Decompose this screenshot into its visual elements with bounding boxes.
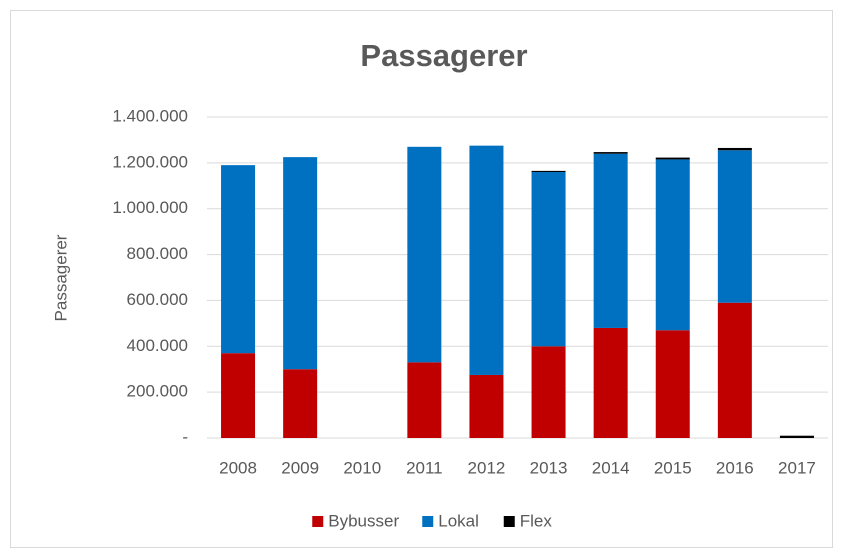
y-tick-label: 400.000: [127, 336, 188, 355]
bar-segment: [221, 165, 256, 354]
x-tick-label: 2013: [530, 458, 568, 477]
x-tick-label: 2015: [654, 458, 692, 477]
x-tick-label: 2014: [592, 458, 630, 477]
bar-segment: [655, 330, 690, 438]
bar-segment: [407, 146, 442, 363]
bar-segment: [221, 353, 256, 438]
bar-segment: [469, 374, 504, 438]
bar-segment: [655, 159, 690, 331]
bar-segment: [531, 346, 566, 438]
y-tick-label: 800.000: [127, 244, 188, 263]
bar-segment: [593, 153, 628, 328]
bar-segment: [717, 147, 752, 151]
bar-segment: [655, 157, 690, 160]
chart-title: Passagerer: [360, 38, 527, 73]
legend-swatch: [422, 516, 434, 527]
bar-segment: [531, 170, 566, 173]
x-tick-label: 2017: [778, 458, 816, 477]
bar-segment: [717, 302, 752, 438]
y-tick-label: 1.200.000: [112, 152, 188, 171]
bar-segment: [779, 435, 814, 438]
y-tick-label: 200.000: [127, 382, 188, 401]
x-tick-label: 2010: [343, 458, 381, 477]
y-axis-label: Passagerer: [51, 234, 70, 321]
y-tick-label: 1.000.000: [112, 198, 188, 217]
x-tick-label: 2008: [219, 458, 257, 477]
bar-segment: [283, 157, 318, 370]
x-tick-label: 2012: [468, 458, 506, 477]
x-tick-label: 2011: [406, 458, 443, 477]
bar-segment: [717, 150, 752, 303]
bar-segment: [531, 172, 566, 347]
x-tick-label: 2016: [716, 458, 754, 477]
legend-label: Lokal: [438, 511, 479, 530]
bar-segment: [593, 152, 628, 154]
bar-segment: [469, 145, 504, 375]
y-tick-label: 600.000: [127, 290, 188, 309]
bar-segment: [407, 362, 442, 438]
y-tick-label: -: [182, 427, 188, 446]
legend-swatch: [503, 516, 515, 527]
bar-segment: [593, 327, 628, 438]
x-tick-label: 2009: [281, 458, 319, 477]
legend-swatch: [312, 516, 324, 527]
bar-segment: [283, 369, 318, 438]
legend-label: Flex: [520, 511, 553, 530]
legend-label: Bybusser: [328, 511, 399, 530]
y-tick-label: 1.400.000: [112, 106, 188, 125]
